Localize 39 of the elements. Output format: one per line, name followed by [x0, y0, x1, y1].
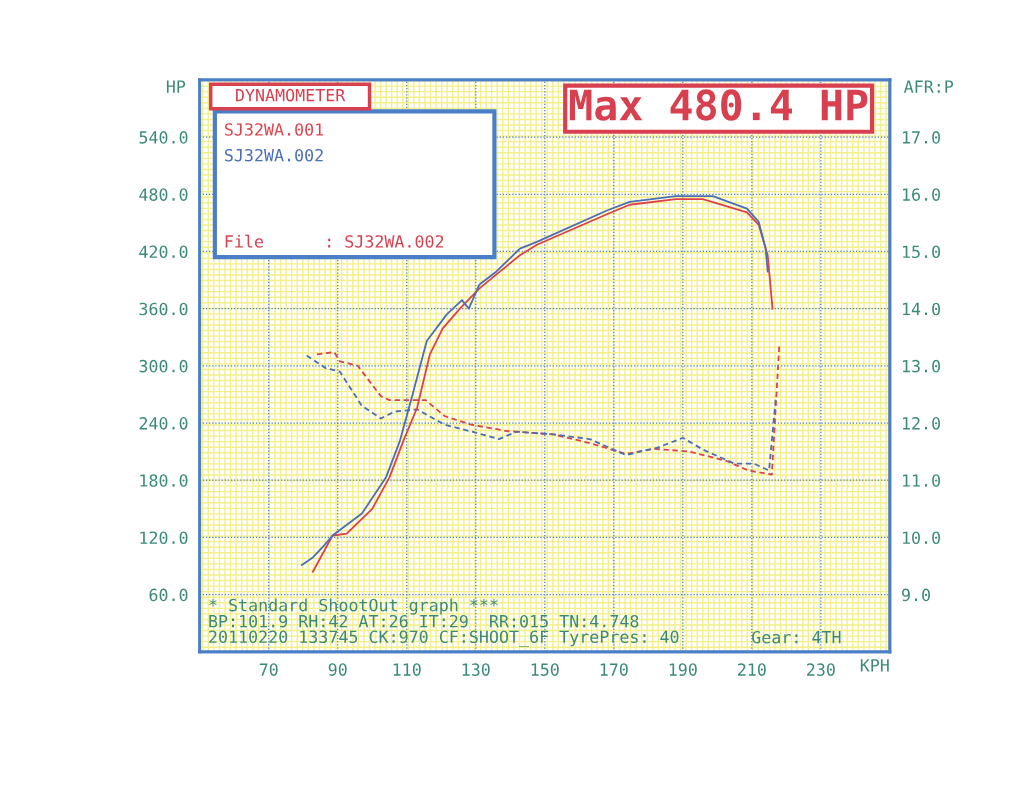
- x-tick-label: 130: [462, 663, 490, 676]
- y-tick-label: 120.0: [140, 531, 188, 545]
- y-tick-label: 540.0: [139, 131, 188, 144]
- annotation: 20110220 133745 CK:970 CF:SHOOT_6F TyrePres: 40: [209, 630, 679, 647]
- x-tick-label: 150: [531, 663, 559, 676]
- y2-tick-label: 13.0: [902, 359, 941, 373]
- text: SJ32WA.002: [224, 148, 323, 162]
- y-tick-label: 60.0: [149, 588, 188, 602]
- annotation: Gear: 4TH: [752, 630, 841, 644]
- y2-tick-label: 16.0: [902, 188, 941, 201]
- y2-tick-label: 9.0: [902, 588, 930, 602]
- text: SJ32WA.001: [224, 123, 324, 136]
- annotation: * Standard ShootOut graph ***: [209, 598, 498, 615]
- x-tick-label: 230: [807, 663, 835, 676]
- annotation: File : SJ32WA.002: [225, 234, 444, 248]
- y-axis-title: HP: [166, 80, 186, 93]
- y2-tick-label: 14.0: [902, 302, 941, 316]
- x-tick-label: 110: [393, 663, 421, 676]
- y-tick-label: 480.0: [139, 188, 188, 201]
- y-tick-label: 420.0: [139, 245, 188, 259]
- annotation: BP:101.9 RH:42 AT:26 IT:29 RR:015 TN:4.748: [209, 614, 639, 628]
- y-tick-label: 240.0: [139, 417, 188, 430]
- y2-tick-label: 17.0: [902, 131, 941, 144]
- x-tick-label: 170: [600, 663, 628, 676]
- y2-tick-label: 12.0: [902, 417, 941, 430]
- y2-axis-title: AFR:P: [903, 80, 954, 93]
- y-tick-label: 180.0: [140, 474, 188, 487]
- x-tick-label: 90: [328, 663, 347, 676]
- y2-tick-label: 15.0: [902, 245, 941, 259]
- y-tick-label: 300.0: [139, 359, 188, 373]
- y-tick-label: 360.0: [139, 302, 188, 316]
- x-axis-title: KPH: [860, 659, 889, 672]
- x-tick-label: 70: [259, 663, 278, 676]
- x-tick-label: 190: [669, 663, 697, 676]
- chart-subtitle: DYNAMOMETER: [236, 88, 346, 102]
- y2-tick-label: 10.0: [902, 531, 941, 545]
- x-tick-label: 210: [738, 663, 766, 676]
- y2-tick-label: 11.0: [902, 474, 941, 487]
- chart-title: Max 480.4 HP: [569, 89, 868, 121]
